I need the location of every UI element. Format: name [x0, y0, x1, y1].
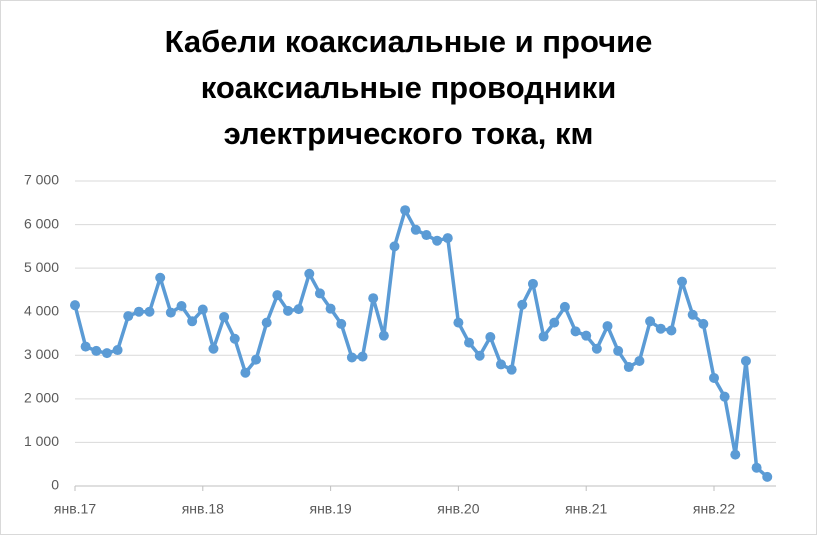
x-tick-label: янв.18: [182, 501, 224, 517]
data-point: [496, 359, 506, 370]
data-point: [251, 354, 262, 365]
data-point: [80, 341, 91, 352]
data-point: [283, 305, 293, 316]
data-point: [368, 293, 379, 304]
data-line: [73, 208, 769, 479]
data-point: [485, 331, 496, 342]
x-tick-label: янв.17: [54, 501, 96, 517]
data-point: [527, 278, 538, 289]
data-point: [357, 351, 368, 362]
y-tick-label: 1 000: [24, 433, 59, 449]
data-point: [623, 362, 634, 373]
data-point: [410, 224, 421, 235]
data-point: [762, 471, 773, 482]
data-point: [91, 345, 102, 356]
data-point: [613, 345, 624, 356]
data-point: [293, 304, 304, 315]
data-point: [645, 316, 656, 327]
data-point: [687, 309, 698, 320]
data-point: [464, 337, 475, 348]
data-point: [591, 343, 602, 354]
data-point: [740, 355, 751, 366]
data-point: [165, 307, 176, 318]
x-tick-label: янв.20: [437, 501, 479, 517]
y-tick-label: 7 000: [24, 172, 59, 188]
x-tick-label: янв.19: [309, 501, 351, 517]
data-point: [176, 301, 187, 312]
data-point: [155, 272, 166, 283]
data-point: [123, 311, 134, 322]
y-tick-label: 5 000: [24, 259, 59, 275]
data-point: [549, 317, 560, 328]
data-point: [719, 391, 730, 402]
data-point: [666, 325, 677, 336]
data-point: [187, 316, 198, 327]
data-point: [421, 230, 432, 241]
data-point: [378, 330, 389, 341]
data-point: [581, 330, 592, 341]
data-point: [240, 367, 251, 378]
data-point: [453, 317, 464, 328]
data-point: [229, 333, 240, 344]
data-point: [144, 306, 155, 317]
data-point: [677, 276, 688, 287]
data-point: [570, 326, 581, 337]
data-point: [655, 323, 666, 334]
data-point: [133, 306, 144, 317]
y-tick-label: 2 000: [24, 390, 59, 406]
x-tick-label: янв.21: [565, 501, 607, 517]
data-point: [304, 268, 315, 279]
data-point: [517, 299, 528, 310]
data-point: [698, 318, 709, 329]
data-point: [559, 301, 570, 312]
data-point: [219, 311, 230, 322]
data-point: [314, 288, 325, 299]
data-point: [112, 345, 123, 356]
data-point: [634, 355, 645, 366]
x-tick-label: янв.22: [693, 501, 735, 517]
data-point: [432, 235, 443, 246]
data-point: [474, 350, 485, 361]
data-point: [208, 343, 219, 354]
data-point: [506, 364, 517, 375]
data-point: [538, 331, 549, 342]
data-point: [325, 303, 336, 314]
data-point: [730, 449, 741, 460]
data-point: [751, 462, 762, 473]
data-point: [602, 321, 613, 332]
data-point: [389, 241, 400, 252]
data-point: [70, 300, 80, 311]
data-point: [346, 352, 357, 363]
data-point: [400, 205, 411, 216]
data-point: [709, 372, 719, 383]
y-tick-label: 4 000: [24, 302, 59, 318]
data-point: [336, 318, 347, 329]
data-point: [197, 304, 208, 315]
data-point: [442, 233, 453, 244]
chart-title: Кабели коаксиальные и прочие коаксиальны…: [164, 24, 653, 151]
y-tick-label: 0: [51, 477, 59, 493]
data-point: [261, 317, 272, 328]
data-point: [101, 348, 112, 359]
data-point: [272, 290, 283, 301]
y-tick-label: 6 000: [24, 215, 59, 231]
y-tick-label: 3 000: [24, 346, 59, 362]
